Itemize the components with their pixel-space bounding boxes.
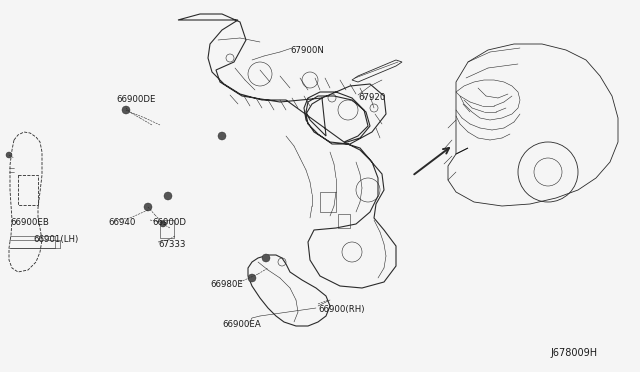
Text: 67333: 67333: [158, 240, 186, 249]
Text: J678009H: J678009H: [551, 348, 598, 358]
Text: 66900EA: 66900EA: [222, 320, 260, 329]
Text: 66901(LH): 66901(LH): [33, 235, 78, 244]
Bar: [18, 175, 38, 205]
Circle shape: [164, 192, 172, 200]
Text: 67900N: 67900N: [290, 46, 324, 55]
Circle shape: [160, 221, 166, 227]
Bar: [160, 220, 174, 238]
Circle shape: [144, 203, 152, 211]
Text: 66900DE: 66900DE: [116, 95, 156, 104]
Circle shape: [122, 106, 130, 114]
Text: 66940: 66940: [108, 218, 136, 227]
Bar: [320, 192, 336, 212]
Bar: [338, 214, 350, 228]
Text: 66980E: 66980E: [210, 280, 243, 289]
Circle shape: [262, 254, 270, 262]
Circle shape: [248, 274, 256, 282]
Text: 66900(RH): 66900(RH): [318, 305, 365, 314]
Circle shape: [218, 132, 226, 140]
Text: 66900EB: 66900EB: [10, 218, 49, 227]
Circle shape: [6, 152, 12, 158]
Text: 66900D: 66900D: [152, 218, 186, 227]
Text: 67920: 67920: [358, 93, 385, 102]
